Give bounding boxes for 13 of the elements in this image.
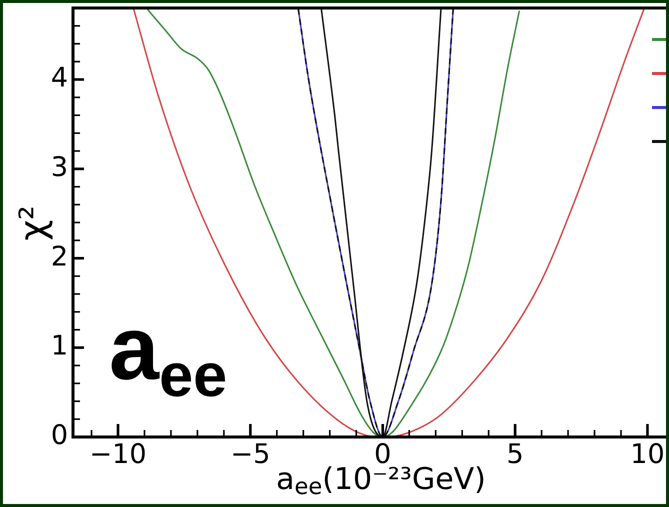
y-tick-label: 0: [50, 420, 68, 452]
x-axis-title: a$_{ee}$(10⁻²³GeV): [276, 462, 486, 500]
x-tick-label: −5: [230, 439, 270, 470]
y-axis-title: χ²: [13, 205, 54, 241]
y-tick-label: 4: [50, 62, 68, 94]
x-tick-label: 5: [506, 439, 524, 470]
annotation: a$_{ee}$: [109, 299, 228, 412]
y-tick-label: 2: [50, 241, 68, 272]
y-tick-label: 3: [50, 152, 68, 183]
y-tick-label: 1: [50, 330, 68, 362]
x-tick-label: 10: [630, 439, 665, 470]
x-tick-label: −10: [90, 439, 146, 470]
line-series: [298, 8, 454, 437]
